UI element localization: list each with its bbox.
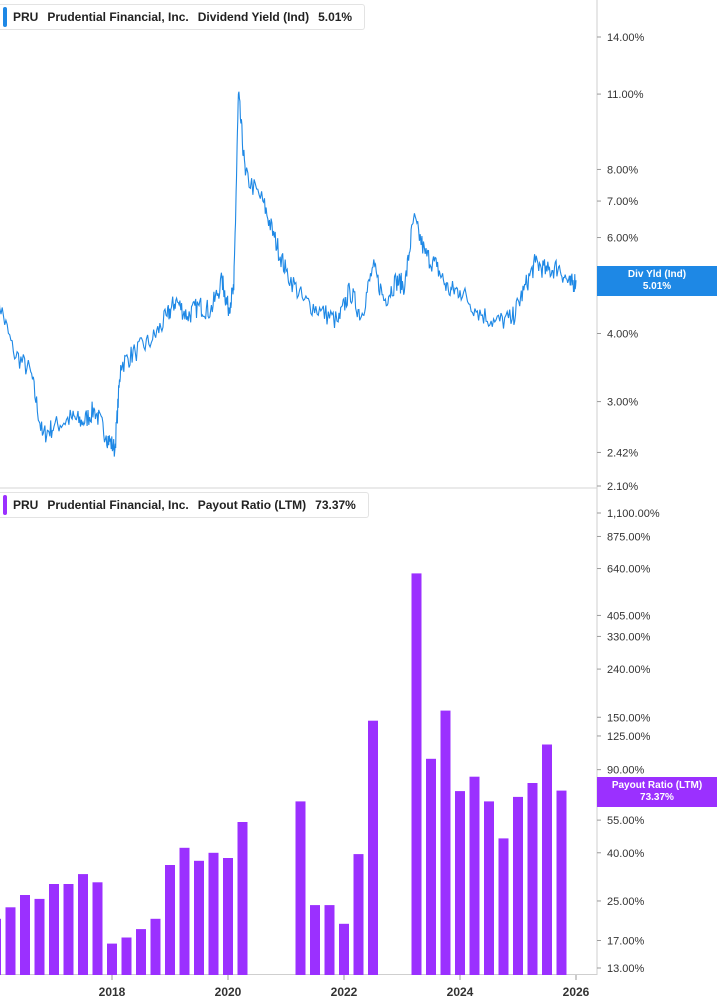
payout-y-tick-label: 125.00%	[607, 731, 651, 743]
payout-bar	[310, 905, 320, 975]
payout-y-tick-label: 55.00%	[607, 815, 645, 827]
payout-bar	[353, 854, 364, 975]
x-tick-label: 2022	[331, 985, 358, 999]
yield-tag-value: 5.01%	[642, 281, 672, 292]
payout-bar	[5, 907, 16, 975]
yield-y-tick-label: 3.00%	[607, 397, 638, 409]
x-tick-label: 2020	[215, 985, 242, 999]
yield-line-panel	[0, 91, 577, 457]
payout-legend-swatch	[3, 495, 7, 515]
x-tick-label: 2018	[99, 985, 126, 999]
payout-bar	[542, 744, 552, 975]
payout-bar	[208, 852, 219, 975]
yield-legend-ticker: PRU	[13, 10, 39, 24]
dividend-yield-line	[0, 91, 577, 457]
payout-bar	[107, 943, 117, 975]
axes: 14.00% 11.00% 8.00% 7.00% 6.00% 4.00% 3.00% 2.4…	[99, 32, 660, 999]
yield-y-tick-label: 2.42%	[607, 447, 638, 459]
yield-y-tick-label: 11.00%	[607, 89, 644, 101]
yield-y-tick-label: 4.00%	[607, 328, 638, 340]
x-tick-label: 2024	[447, 985, 474, 999]
payout-bars-panel	[0, 573, 567, 975]
payout-bar	[556, 790, 567, 975]
yield-y-tick-label: 2.10%	[607, 481, 638, 493]
payout-legend-company: Prudential Financial, Inc.	[47, 498, 189, 512]
payout-legend-ticker: PRU	[13, 498, 39, 512]
payout-tag-label: Payout Ratio (LTM)	[611, 780, 703, 791]
payout-y-tick-label: 150.00%	[607, 712, 651, 724]
payout-y-tick-label: 330.00%	[607, 631, 651, 643]
payout-y-tick-label: 875.00%	[607, 531, 651, 543]
yield-y-tick-label: 6.00%	[607, 233, 638, 245]
payout-bar	[324, 905, 335, 975]
payout-bar	[411, 573, 422, 975]
payout-bar	[194, 860, 204, 975]
payout-bar	[63, 884, 74, 975]
payout-bar	[78, 874, 88, 975]
payout-bar	[34, 898, 45, 975]
payout-bar	[295, 801, 306, 975]
yield-legend-metric: Dividend Yield (Ind)	[197, 10, 310, 24]
payout-legend-value: 73.37%	[315, 498, 356, 512]
payout-y-tick-label: 90.00%	[607, 765, 645, 777]
payout-bar	[165, 865, 175, 975]
payout-bar	[339, 923, 349, 975]
payout-bar	[0, 918, 1, 975]
payout-bar	[484, 801, 494, 975]
payout-bar	[179, 847, 190, 975]
payout-y-tick-label: 17.00%	[607, 935, 645, 947]
yield-y-tick-label: 7.00%	[607, 196, 638, 208]
payout-bar	[20, 895, 30, 975]
payout-y-tick-label: 40.00%	[607, 848, 645, 860]
payout-bar	[223, 858, 233, 975]
payout-bar	[527, 783, 538, 975]
payout-bar	[368, 720, 378, 975]
payout-y-tick-label: 13.00%	[607, 963, 645, 975]
yield-last-value-tag: Div Yld (Ind) 5.01%	[597, 266, 717, 296]
yield-legend-swatch	[3, 7, 7, 27]
payout-bar	[92, 882, 103, 975]
payout-bar	[469, 776, 480, 975]
payout-bar	[455, 791, 465, 975]
payout-bar	[150, 918, 161, 975]
payout-legend-metric: Payout Ratio (LTM)	[197, 498, 307, 512]
payout-y-tick-label: 240.00%	[607, 664, 651, 676]
payout-bar	[49, 884, 59, 975]
payout-last-value-tag: Payout Ratio (LTM) 73.37%	[597, 777, 717, 807]
payout-y-tick-label: 1,100.00%	[607, 508, 660, 520]
payout-y-tick-label: 640.00%	[607, 564, 651, 576]
payout-bar	[136, 929, 146, 975]
yield-tag-label: Div Yld (Ind)	[627, 269, 687, 280]
payout-y-tick-label: 25.00%	[607, 896, 645, 908]
payout-legend: PRU Prudential Financial, Inc. Payout Ra…	[0, 492, 369, 518]
payout-bar	[440, 710, 451, 975]
payout-bar	[513, 796, 523, 975]
payout-bar	[498, 838, 509, 975]
yield-legend: PRU Prudential Financial, Inc. Dividend …	[0, 4, 366, 30]
x-tick-label: 2026	[563, 985, 590, 999]
payout-bar	[121, 937, 132, 975]
payout-y-tick-label: 405.00%	[607, 610, 651, 622]
payout-bar	[426, 758, 436, 975]
yield-legend-company: Prudential Financial, Inc.	[47, 10, 189, 24]
yield-legend-value: 5.01%	[318, 10, 353, 24]
payout-tag-value: 73.37%	[640, 792, 674, 803]
payout-bar	[237, 822, 248, 975]
yield-y-tick-label: 8.00%	[607, 164, 638, 176]
yield-y-tick-label: 14.00%	[607, 32, 645, 44]
